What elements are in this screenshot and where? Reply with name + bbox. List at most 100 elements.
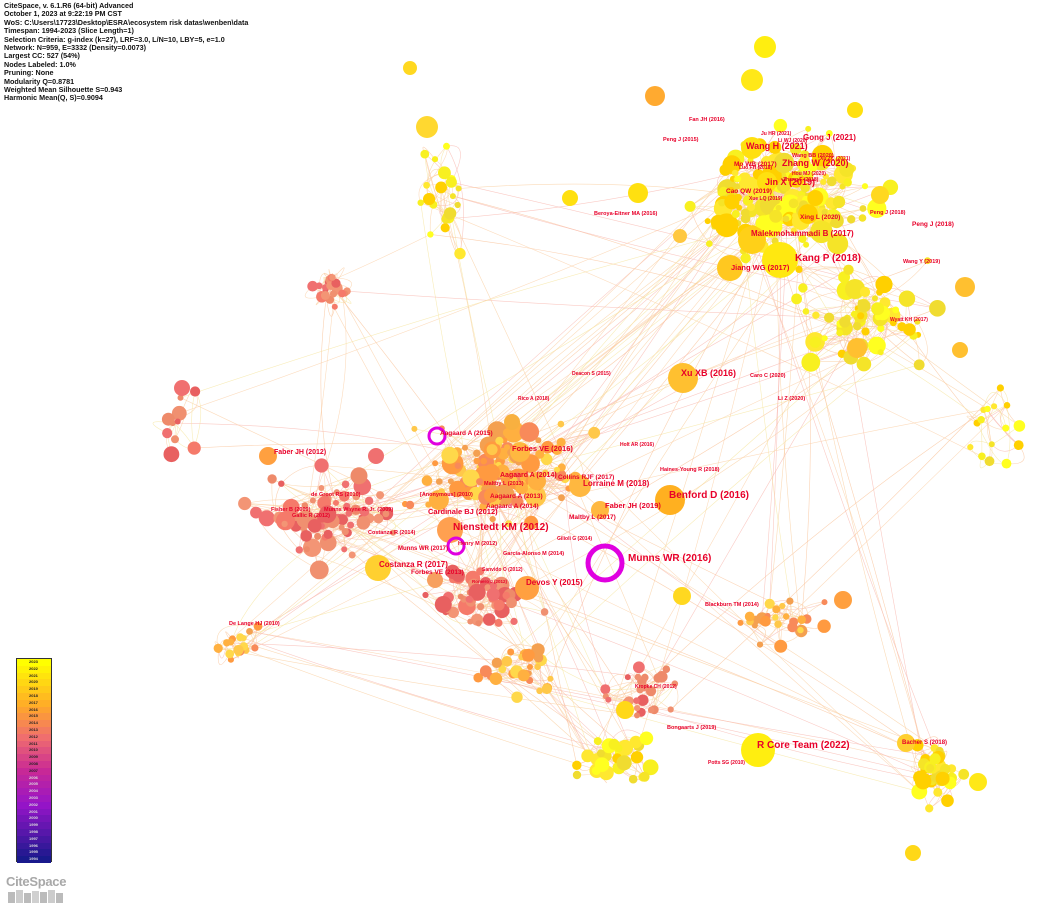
node-label: Zhang F (2018) bbox=[783, 177, 819, 183]
reference-node bbox=[1003, 402, 1011, 409]
reference-node bbox=[743, 177, 762, 195]
reference-node bbox=[978, 452, 986, 461]
info-line: Selection Criteria: g-index (k=27), LRF=… bbox=[4, 34, 225, 44]
node-label: Mo WB (2017) bbox=[734, 161, 777, 168]
reference-node bbox=[782, 215, 790, 222]
hub-reference-node bbox=[504, 414, 520, 430]
node-label: Benford D (2016) bbox=[669, 490, 749, 501]
citation-burst-ring bbox=[427, 426, 447, 446]
reference-node bbox=[329, 290, 338, 298]
reference-node bbox=[350, 467, 368, 485]
reference-node bbox=[540, 608, 549, 616]
hub-reference-node bbox=[738, 226, 766, 254]
reference-node bbox=[441, 446, 459, 464]
reference-node bbox=[839, 316, 851, 328]
reference-node bbox=[898, 290, 916, 307]
reference-node bbox=[483, 464, 500, 481]
reference-node bbox=[639, 771, 650, 782]
reference-node bbox=[333, 499, 339, 506]
reference-node bbox=[996, 384, 1005, 392]
node-label: Aagaard A (2014) bbox=[486, 503, 539, 510]
burst-rings bbox=[427, 426, 625, 583]
reference-node bbox=[825, 130, 833, 137]
citation-link bbox=[446, 146, 464, 254]
reference-node bbox=[859, 286, 871, 298]
citation-link bbox=[642, 292, 880, 701]
reference-node bbox=[443, 142, 450, 150]
reference-node bbox=[774, 620, 782, 628]
hub-reference-node bbox=[955, 277, 975, 297]
reference-node bbox=[411, 425, 418, 432]
reference-node bbox=[489, 582, 498, 590]
reference-node bbox=[511, 691, 523, 703]
reference-node bbox=[303, 546, 310, 553]
node-label: Cao QW (2019) bbox=[726, 188, 772, 195]
reference-node bbox=[505, 520, 513, 528]
reference-node bbox=[608, 738, 620, 750]
reference-node bbox=[789, 617, 799, 627]
reference-node bbox=[533, 652, 544, 663]
node-label: Xu ZC (2021) bbox=[820, 156, 851, 162]
info-line: October 1, 2023 at 9:22:19 PM CST bbox=[4, 9, 122, 19]
reference-node bbox=[780, 181, 791, 192]
reference-node bbox=[454, 247, 466, 260]
reference-node bbox=[295, 546, 303, 554]
node-label: Kropke CH (2012) bbox=[635, 684, 677, 690]
citation-link bbox=[327, 503, 603, 765]
node-label: Li WJ (2020) bbox=[778, 138, 808, 144]
reference-node bbox=[807, 190, 824, 206]
reference-node bbox=[373, 513, 384, 524]
hub-reference-node bbox=[645, 86, 665, 106]
info-line: Harmonic Mean(Q, S)=0.9094 bbox=[4, 93, 103, 103]
node-label: Wyatt KH (2017) bbox=[890, 317, 928, 323]
node-label: Rico A (2018) bbox=[518, 396, 550, 402]
reference-node bbox=[772, 605, 781, 614]
reference-node bbox=[462, 469, 480, 487]
reference-node bbox=[877, 324, 885, 332]
reference-node bbox=[502, 591, 510, 600]
reference-node bbox=[531, 643, 545, 657]
citation-link bbox=[180, 397, 964, 775]
citation-link bbox=[230, 345, 878, 660]
reference-node bbox=[756, 641, 764, 648]
node-label: Zhang W (2020) bbox=[782, 158, 849, 168]
node-label: Munns WR (2016) bbox=[628, 553, 711, 564]
citation-link bbox=[305, 284, 336, 520]
citation-link bbox=[243, 637, 638, 758]
reference-node bbox=[624, 674, 631, 681]
reference-node bbox=[800, 182, 810, 193]
reference-node bbox=[519, 475, 527, 482]
citation-link bbox=[243, 269, 849, 647]
reference-node bbox=[788, 198, 799, 209]
hub-reference-node bbox=[673, 229, 687, 243]
citation-link bbox=[987, 387, 1001, 445]
reference-node bbox=[343, 502, 351, 510]
reference-node bbox=[843, 264, 854, 275]
reference-node bbox=[443, 207, 457, 220]
reference-node bbox=[629, 735, 643, 749]
reference-node bbox=[645, 686, 657, 697]
node-label: Costanza R (2014) bbox=[368, 530, 416, 536]
reference-node bbox=[300, 530, 313, 542]
reference-node bbox=[984, 456, 995, 467]
reference-node bbox=[518, 469, 526, 476]
citation-link bbox=[547, 687, 939, 758]
reference-node bbox=[804, 171, 814, 181]
node-label: Xing L (2020) bbox=[800, 214, 840, 221]
node-label: Li Z (2020) bbox=[778, 396, 805, 402]
reference-node bbox=[924, 257, 931, 265]
node-label: Jin X (2019) bbox=[765, 177, 815, 187]
legend-year: 2022 bbox=[17, 665, 51, 673]
reference-node bbox=[636, 686, 644, 694]
node-label: Gallic R (2012) bbox=[292, 513, 330, 519]
reference-node bbox=[364, 496, 374, 505]
citation-link bbox=[226, 642, 645, 678]
reference-node bbox=[519, 422, 540, 442]
citation-link bbox=[420, 202, 983, 457]
reference-node bbox=[596, 749, 605, 758]
reference-node bbox=[779, 602, 786, 610]
reference-node bbox=[473, 449, 481, 457]
reference-node bbox=[991, 403, 998, 410]
reference-node bbox=[190, 386, 201, 397]
citation-link bbox=[1000, 405, 1019, 446]
